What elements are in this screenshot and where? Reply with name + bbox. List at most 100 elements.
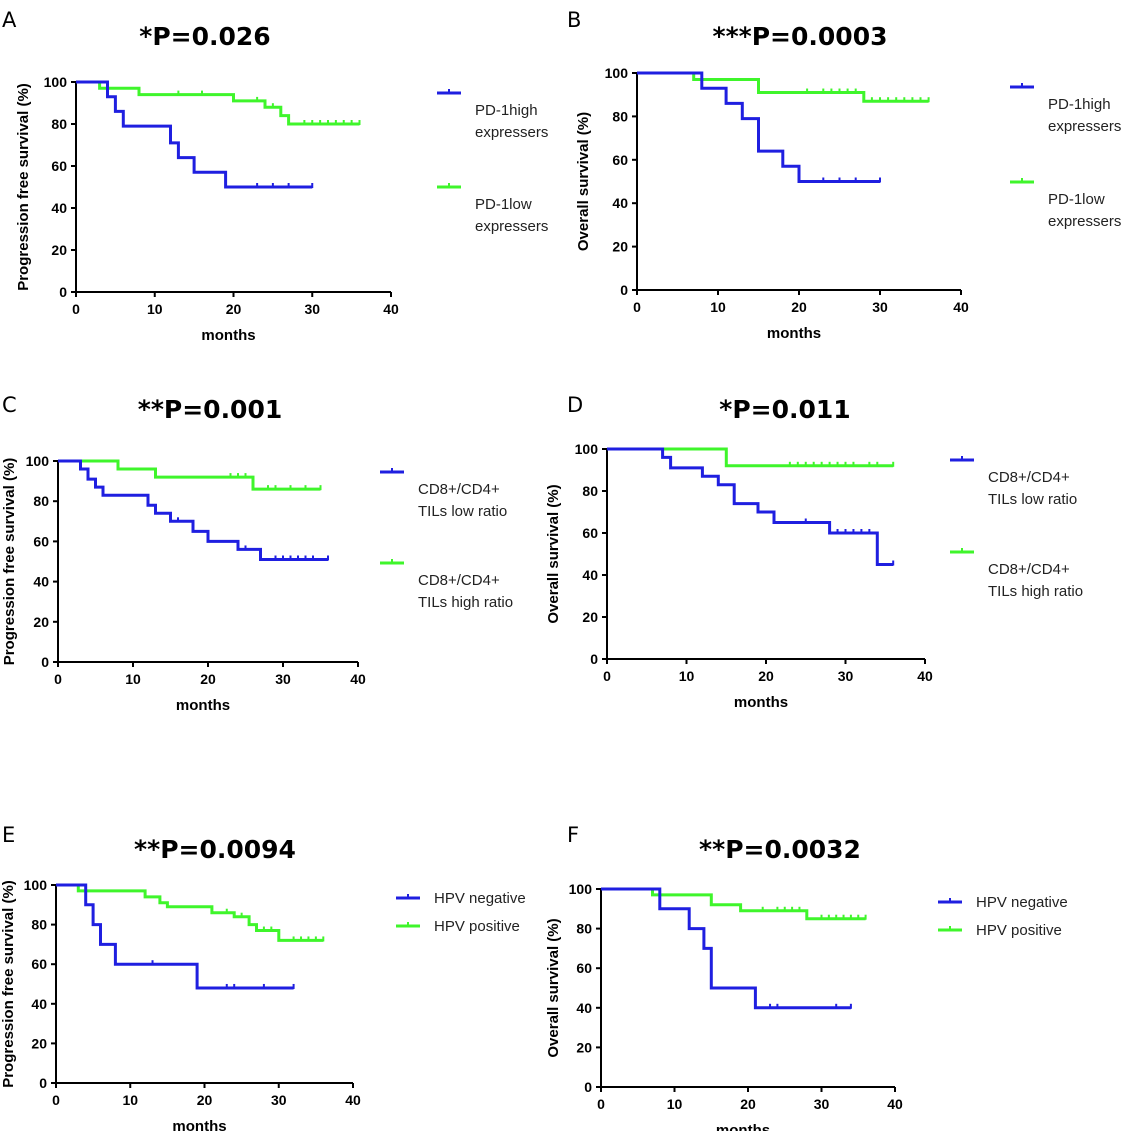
panel-e-x-tick-label: 0 xyxy=(52,1092,60,1108)
panel-a-x-tick-label: 40 xyxy=(383,301,399,317)
panel-c-legend-label-line: CD8+/CD4+ xyxy=(418,481,500,498)
panel-a-y-tick-label: 60 xyxy=(51,158,67,174)
panel-a-series-blue-line xyxy=(76,80,313,189)
panel-d-legend-label-line: CD8+/CD4+ xyxy=(988,469,1070,486)
panel-d-x-axis-label: months xyxy=(734,694,788,711)
panel-b-x-axis-label: months xyxy=(767,325,821,342)
panel-b-legend-label-line: PD-1low xyxy=(1048,191,1105,208)
panel-c-legend-label-line: TILs high ratio xyxy=(418,594,513,611)
panel-f-x-axis-label: months xyxy=(716,1122,770,1131)
panel-f-x-tick-label: 40 xyxy=(887,1096,903,1112)
panel-a-y-tick-label: 20 xyxy=(51,242,67,258)
panel-d-legend-label: CD8+/CD4+ TILs high ratio xyxy=(988,561,1083,600)
panel-d-pvalue: *P=0.011 xyxy=(719,395,850,424)
panel-f-legend-label: HPV positive xyxy=(976,922,1062,939)
panel-e-y-tick-label: 100 xyxy=(24,877,48,893)
panel-a-y-tick-label: 0 xyxy=(59,284,67,300)
panel-e: E **P=0.0094 0 10 20 30 40 0 20 40 60 80 100 months… xyxy=(0,823,526,1131)
panel-c-legend-label-line: CD8+/CD4+ xyxy=(418,572,500,589)
panel-b-y-tick-label: 20 xyxy=(612,239,628,255)
panel-c-series-green-line xyxy=(58,459,321,491)
panel-b-y-tick-label: 0 xyxy=(620,282,628,298)
panel-c-y-tick-label: 40 xyxy=(33,574,49,590)
panel-e-y-tick-label: 60 xyxy=(31,956,47,972)
panel-d-x-tick-label: 10 xyxy=(679,668,695,684)
panel-b-y-tick-label: 40 xyxy=(612,195,628,211)
panel-b-legend-label: PD-1low expressers xyxy=(1048,191,1121,230)
panel-b-y-tick-label: 60 xyxy=(612,152,628,168)
panel-b-x-tick-label: 40 xyxy=(953,299,969,315)
panel-b-legend-label-line: expressers xyxy=(1048,213,1121,230)
panel-e-x-tick-label: 20 xyxy=(197,1092,213,1108)
panel-c-x-tick-label: 0 xyxy=(54,671,62,687)
panel-d-y-tick-label: 20 xyxy=(582,609,598,625)
panel-f-y-tick-label: 80 xyxy=(576,921,592,937)
panel-b-x-tick-label: 10 xyxy=(710,299,726,315)
panel-a-legend-label-line: PD-1low xyxy=(475,196,532,213)
panel-a-legend-label-line: expressers xyxy=(475,124,548,141)
panel-d-legend-label-line: CD8+/CD4+ xyxy=(988,561,1070,578)
panel-f-legend-label: HPV negative xyxy=(976,894,1068,911)
panel-f-x-tick-label: 0 xyxy=(597,1096,605,1112)
panel-a-legend-label-line: PD-1high xyxy=(475,102,538,119)
panel-e-x-tick-label: 30 xyxy=(271,1092,287,1108)
panel-e-x-axis-label: months xyxy=(172,1118,226,1131)
panel-c-legend-label: CD8+/CD4+ TILs high ratio xyxy=(418,572,513,611)
panel-e-x-tick-label: 40 xyxy=(345,1092,361,1108)
panel-f-letter: F xyxy=(567,823,579,847)
panel-d-legend-label: CD8+/CD4+ TILs low ratio xyxy=(988,469,1077,508)
panel-c: C **P=0.001 0 10 20 30 40 0 20 40 60 80 100 months P… xyxy=(1,393,513,714)
panel-d-series-blue-line xyxy=(607,447,894,566)
panel-e-series-blue-line xyxy=(56,883,294,990)
panel-c-pvalue: **P=0.001 xyxy=(138,395,283,424)
panel-b-x-tick-label: 20 xyxy=(791,299,807,315)
panel-c-x-axis-label: months xyxy=(176,697,230,714)
panel-f-x-tick-label: 20 xyxy=(740,1096,756,1112)
panel-c-y-tick-label: 0 xyxy=(41,654,49,670)
panel-e-y-tick-label: 0 xyxy=(39,1075,47,1091)
panel-f-series-green-line xyxy=(601,887,866,921)
panel-e-legend-label: HPV negative xyxy=(434,890,526,907)
panel-f-pvalue: **P=0.0032 xyxy=(699,835,861,864)
panel-b-x-tick-label: 30 xyxy=(872,299,888,315)
panel-f: F **P=0.0032 0 10 20 30 40 0 20 40 60 80 100 months… xyxy=(545,823,1068,1131)
panel-c-y-tick-label: 100 xyxy=(26,453,50,469)
panel-c-legend-label: CD8+/CD4+ TILs low ratio xyxy=(418,481,507,520)
panel-f-y-tick-label: 40 xyxy=(576,1000,592,1016)
panel-b-y-tick-label: 80 xyxy=(612,108,628,124)
panel-d-y-tick-label: 100 xyxy=(575,441,599,457)
panel-b-series-blue-line xyxy=(637,71,880,183)
panel-d-y-axis-label: Overall survival (%) xyxy=(545,484,562,623)
panel-a-x-axis-label: months xyxy=(201,327,255,344)
panel-b-y-axis-label: Overall survival (%) xyxy=(575,112,592,251)
panel-e-series-green-line xyxy=(56,883,324,942)
panel-c-x-tick-label: 10 xyxy=(125,671,141,687)
panel-f-y-axis-label: Overall survival (%) xyxy=(545,918,562,1057)
panel-b-letter: B xyxy=(567,8,581,32)
panel-c-y-axis-label: Progression free survival (%) xyxy=(1,458,18,666)
panel-f-x-tick-label: 30 xyxy=(814,1096,830,1112)
panel-f-series-blue-line xyxy=(601,887,851,1010)
panel-f-y-tick-label: 0 xyxy=(584,1079,592,1095)
panel-c-y-tick-label: 60 xyxy=(33,533,49,549)
panel-c-x-tick-label: 20 xyxy=(200,671,216,687)
panel-a-x-tick-label: 20 xyxy=(226,301,242,317)
panel-a-legend-label: PD-1high expressers xyxy=(475,102,548,141)
panel-d-letter: D xyxy=(567,393,583,417)
panel-d-y-tick-label: 40 xyxy=(582,567,598,583)
panel-b-legend-label-line: expressers xyxy=(1048,118,1121,135)
panel-a-y-axis-label: Progression free survival (%) xyxy=(15,83,32,291)
panel-a-y-tick-label: 100 xyxy=(44,74,68,90)
panel-a-y-tick-label: 80 xyxy=(51,116,67,132)
panel-e-y-axis-label: Progression free survival (%) xyxy=(0,880,17,1088)
panel-c-letter: C xyxy=(2,393,17,417)
panel-d-series-green-line xyxy=(607,447,894,468)
panel-f-y-tick-label: 100 xyxy=(569,881,593,897)
panel-e-x-tick-label: 10 xyxy=(122,1092,138,1108)
panel-c-x-tick-label: 40 xyxy=(350,671,366,687)
panel-d-x-tick-label: 20 xyxy=(758,668,774,684)
panel-c-y-tick-label: 20 xyxy=(33,614,49,630)
panel-a-x-tick-label: 0 xyxy=(72,301,80,317)
panel-a: A *P=0.026 0 10 20 30 40 0 20 40 60 80 100 months Pr… xyxy=(2,8,548,344)
panel-a-x-tick-label: 30 xyxy=(304,301,320,317)
